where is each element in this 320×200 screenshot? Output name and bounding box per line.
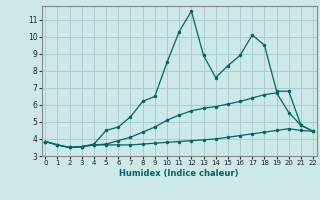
X-axis label: Humidex (Indice chaleur): Humidex (Indice chaleur) bbox=[119, 169, 239, 178]
